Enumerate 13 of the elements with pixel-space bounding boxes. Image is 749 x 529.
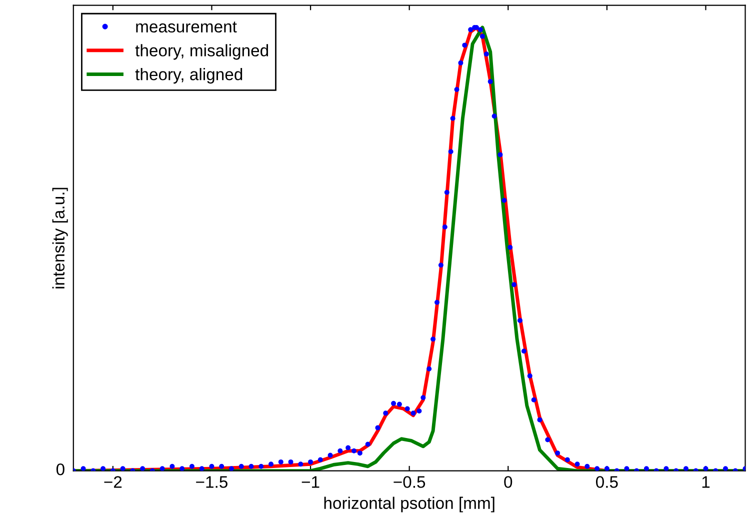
x-tick-label: −2 [104, 476, 122, 488]
x-tick-label: −1.5 [196, 476, 228, 488]
x-axis-title: horizontal psotion [mm] [324, 496, 494, 512]
x-tick-label: 1 [702, 476, 710, 488]
legend-label: measurement [136, 22, 237, 33]
legend-label: theory, aligned [135, 68, 242, 84]
x-tick-label: −1 [302, 476, 320, 488]
y-axis-title: intensity [a.u.] [52, 188, 68, 288]
legend-label: theory, misaligned [135, 44, 268, 60]
x-tick-label: 0.5 [596, 476, 618, 488]
text: 0 [56, 463, 64, 476]
x-tick-label: 0 [504, 476, 512, 488]
x-tick-label: −0.5 [394, 476, 426, 488]
